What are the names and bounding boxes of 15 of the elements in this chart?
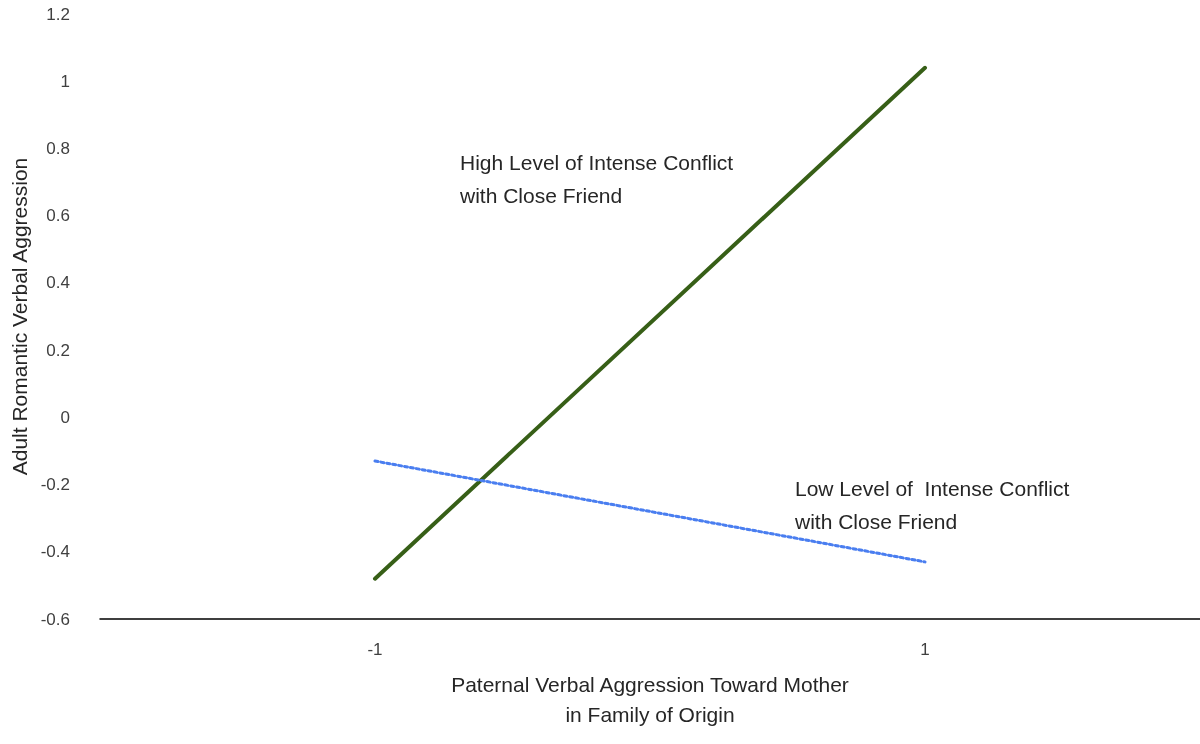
y-tick-label: 0.2 — [46, 340, 70, 360]
y-tick-label: 0.8 — [46, 138, 70, 158]
annotation: High Level of Intense Conflict with Close Friend — [459, 151, 734, 207]
y-tick-label: 0.4 — [46, 273, 70, 293]
y-tick-label: -0.4 — [40, 542, 70, 562]
annotation: Low Level of Intense Conflict with Close Friend — [794, 477, 1070, 533]
y-tick-label: 1.2 — [46, 4, 70, 24]
y-axis-title: Adult Romantic Verbal Aggression — [7, 157, 31, 476]
y-tick-label: -0.6 — [40, 609, 70, 629]
y-tick-label: 0.6 — [46, 206, 70, 226]
y-tick-label: -0.2 — [40, 475, 70, 495]
y-tick-label: 0 — [60, 407, 70, 427]
x-tick-label: -1 — [367, 640, 383, 659]
x-axis-title: Paternal Verbal Aggression Toward Mother in Family of Origin — [451, 672, 849, 726]
y-tick-label: 1 — [60, 71, 70, 91]
